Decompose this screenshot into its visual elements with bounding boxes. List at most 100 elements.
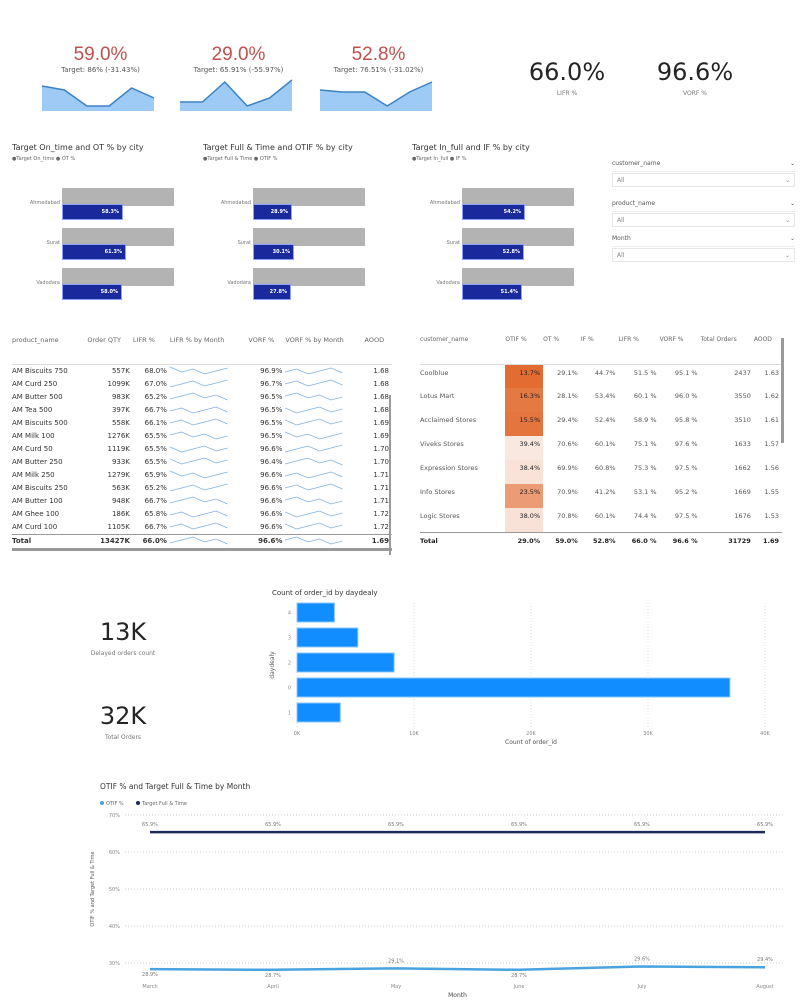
column-header[interactable]: VORF % by Month [285,336,365,365]
table-row[interactable]: AM Biscuits 750 557K 68.0% 96.9% 1.68 [12,364,392,378]
table-row[interactable]: Lotus Mart 16.3% 28.1% 53.4% 60.1 % 96.0 % 355… [420,388,782,412]
table-row[interactable]: AM Butter 100 948K 66.7% 96.6% 1.71 [12,495,392,508]
ot-pct: 29.1% [557,368,578,377]
column-header[interactable]: VORF % [248,336,286,365]
chevron-down-icon[interactable]: ⌄ [789,160,795,167]
column-header[interactable]: OT % [543,336,581,365]
column-header[interactable]: IF % [580,336,619,365]
total-row[interactable]: Total 29.0% 59.0% 52.8% 66.0 % 96.6 % 31729 1.6… [420,531,782,546]
product-table-scrollbar[interactable] [389,395,391,555]
table-row[interactable]: AM Curd 100 1105K 66.7% 96.6% 1.72 [12,521,392,535]
actual-bar[interactable]: 28.9% [253,204,292,220]
target-bar[interactable] [62,188,174,206]
target-bar[interactable] [462,188,574,206]
month-sparkline [285,367,344,374]
chevron-down-icon[interactable]: ⌄ [784,252,790,259]
city-label: Ahmedabad [429,200,460,206]
slicer-dropdown[interactable]: All ⌄ [612,248,795,262]
table-row[interactable]: AM Ghee 100 186K 65.8% 96.6% 1.72 [12,508,392,521]
table-row[interactable]: AM Butter 250 933K 65.5% 96.4% 1.70 [12,456,392,469]
actual-bar[interactable]: 52.8% [462,244,524,260]
table-row[interactable]: AM Milk 100 1276K 65.5% 96.5% 1.69 [12,430,392,443]
y-tick-label: 0 [288,686,291,692]
actual-bar[interactable]: 58.3% [62,204,123,220]
column-header[interactable]: Order QTY [87,336,133,365]
sparkline-cell [285,404,364,417]
table-row[interactable]: AM Butter 500 983K 65.2% 96.5% 1.68 [12,391,392,404]
column-header[interactable]: OTIF % [505,336,544,365]
bar[interactable] [296,702,341,723]
actual-bar[interactable]: 58.0% [62,284,122,300]
city-label: Vadodara [227,280,251,286]
customer-table-scrollbar[interactable] [781,338,784,443]
product-name: AM Milk 100 [12,432,55,440]
total-row[interactable]: Total 13427K 66.0% 96.6% 1.69 [12,533,392,551]
actual-bar[interactable]: 54.2% [462,204,525,220]
table-row[interactable]: Coolblue 13.7% 29.1% 44.7% 51.5 % 95.1 % 2437 1… [420,364,782,388]
table-row[interactable]: AM Curd 250 1099K 67.0% 96.7% 1.68 [12,378,392,391]
month-sparkline [285,418,343,425]
slicer-product-name[interactable]: product_name ⌄ All ⌄ [612,200,795,227]
column-header[interactable]: VORF % [659,336,701,365]
legend-label[interactable]: Target Full & Time [141,801,187,807]
table-row[interactable]: Info Stores 23.5% 70.9% 41.2% 53.1 % 95.2 % 16… [420,484,782,508]
order-qty: 397K [111,406,130,414]
sparkline-cell [285,495,364,508]
column-header[interactable]: product_name [12,336,88,365]
target-bar[interactable] [253,268,365,286]
slicer-customer-name[interactable]: customer_name ⌄ All ⌄ [612,160,795,187]
y-tick-label: 1 [288,711,291,717]
column-header[interactable]: LIFR % by Month [169,336,249,365]
customer-name: Info Stores [420,488,455,496]
actual-bar[interactable]: 61.3% [62,244,126,260]
column-header[interactable]: LIFR % [618,336,660,365]
table-row[interactable]: Logic Stores 38.0% 70.8% 60.1% 74.4 % 97.5 % 1… [420,508,782,532]
target-bar[interactable] [62,228,174,246]
bar[interactable] [296,627,359,648]
bar[interactable] [296,602,335,623]
table-row[interactable]: AM Curd 50 1119K 65.5% 96.6% 1.70 [12,443,392,456]
table-row[interactable]: AM Biscuits 250 563K 65.2% 96.6% 1.71 [12,482,392,495]
column-header[interactable]: LIFR % [132,336,170,365]
bar[interactable] [296,652,395,673]
kpi-sparkline [180,79,293,111]
if-pct: 52.8% [580,531,619,546]
table-row[interactable]: Expression Stores 38.4% 69.9% 60.8% 75.3 % 97… [420,460,782,484]
aood: 1.53 [764,512,779,520]
target-bar[interactable] [462,228,574,246]
actual-bar[interactable]: 27.8% [253,284,291,300]
column-header[interactable]: AOOD [753,336,782,365]
slicer-dropdown[interactable]: All ⌄ [612,173,795,187]
actual-bar[interactable]: 51.4% [462,284,522,300]
otif-pct: 13.7% [505,364,544,388]
target-bar[interactable] [253,188,365,206]
target-bar[interactable] [462,268,574,286]
legend-label[interactable]: OTIF % [106,801,124,807]
column-header[interactable]: Total Orders [700,336,754,365]
table-row[interactable]: AM Biscuits 500 558K 66.1% 96.5% 1.69 [12,417,392,430]
series-line[interactable] [149,965,766,972]
chevron-down-icon[interactable]: ⌄ [789,235,795,242]
lifr-pct: 65.5% [144,432,167,440]
table-row[interactable]: Viveks Stores 39.4% 70.6% 60.1% 75.1 % 97.6 %… [420,436,782,460]
table-row[interactable]: AM Tea 500 397K 66.7% 96.5% 1.68 [12,404,392,417]
customer-name: Acclaimed Stores [420,416,477,424]
slicer-Month[interactable]: Month ⌄ All ⌄ [612,235,795,262]
lifr-pct: 67.0% [144,380,167,388]
table-row[interactable]: AM Milk 250 1279K 65.9% 96.6% 1.71 [12,469,392,482]
data-label: 65.9% [634,822,650,828]
target-bar[interactable] [62,268,174,286]
column-header[interactable]: AOOD [364,336,392,365]
chevron-down-icon[interactable]: ⌄ [784,177,790,184]
bullet-row: Ahmedabad 54.2% [412,188,602,226]
slicer-dropdown[interactable]: All ⌄ [612,213,795,227]
sparkline-area [42,86,154,111]
bar[interactable] [296,677,731,698]
chevron-down-icon[interactable]: ⌄ [784,217,790,224]
column-header[interactable]: customer_name [420,336,506,365]
table-row[interactable]: Acclaimed Stores 15.5% 29.4% 52.4% 58.9 % 95.… [420,412,782,436]
chevron-down-icon[interactable]: ⌄ [789,200,795,207]
target-bar[interactable] [253,228,365,246]
city-label: Vadodara [436,280,460,286]
actual-bar[interactable]: 30.1% [253,244,294,260]
